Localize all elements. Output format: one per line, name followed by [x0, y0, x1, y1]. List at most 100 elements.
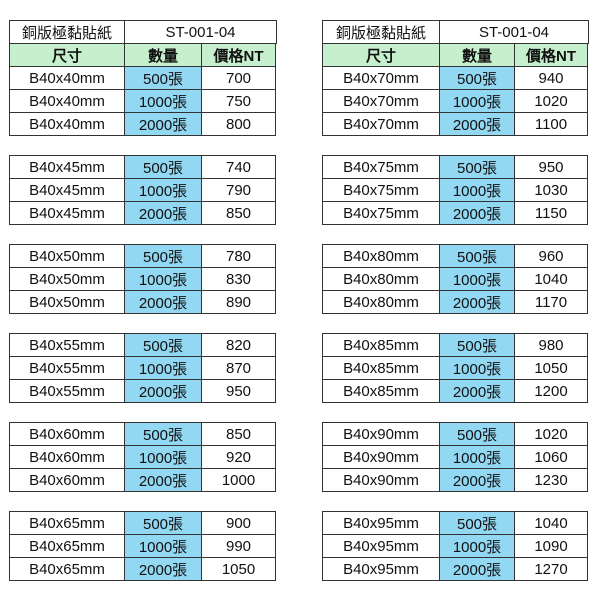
table-row: B40x90mm 2000張 1230	[322, 468, 589, 492]
size-cell: B40x55mm	[9, 356, 125, 380]
price-cell: 950	[201, 379, 276, 403]
table-row: B40x70mm 500張 940	[322, 66, 589, 90]
quantity-cell: 1000張	[439, 89, 515, 113]
table-row: B40x95mm 2000張 1270	[322, 557, 589, 581]
quantity-cell: 1000張	[124, 267, 202, 291]
table-row: B40x75mm 1000張 1030	[322, 178, 589, 202]
group-spacer	[10, 403, 277, 423]
size-cell: B40x95mm	[322, 534, 440, 558]
price-cell: 740	[201, 155, 276, 179]
size-cell: B40x80mm	[322, 244, 440, 268]
price-cell: 1040	[514, 511, 588, 535]
size-cell: B40x60mm	[9, 445, 125, 469]
quantity-cell: 500張	[124, 333, 202, 357]
quantity-cell: 2000張	[439, 290, 515, 314]
size-cell: B40x75mm	[322, 178, 440, 202]
size-cell: B40x70mm	[322, 66, 440, 90]
size-cell: B40x65mm	[9, 557, 125, 581]
price-table-right: 銅版極黏貼紙 ST-001-04 尺寸 數量 價格NT B40x70mm 500張 940 B4…	[322, 20, 589, 581]
size-cell: B40x80mm	[322, 290, 440, 314]
size-cell: B40x65mm	[9, 511, 125, 535]
size-cell: B40x90mm	[322, 468, 440, 492]
size-cell: B40x95mm	[322, 557, 440, 581]
quantity-cell: 2000張	[439, 201, 515, 225]
price-cell: 1230	[514, 468, 588, 492]
table-row: B40x65mm 2000張 1050	[9, 557, 277, 581]
size-cell: B40x50mm	[9, 244, 125, 268]
size-cell: B40x65mm	[9, 534, 125, 558]
table-row: B40x90mm 1000張 1060	[322, 445, 589, 469]
table-title: 銅版極黏貼紙	[9, 20, 125, 44]
quantity-cell: 1000張	[124, 89, 202, 113]
price-cell: 1200	[514, 379, 588, 403]
quantity-cell: 2000張	[439, 557, 515, 581]
table-row: B40x80mm 500張 960	[322, 244, 589, 268]
price-cell: 800	[201, 112, 276, 136]
quantity-cell: 500張	[124, 244, 202, 268]
quantity-cell: 1000張	[439, 267, 515, 291]
size-cell: B40x60mm	[9, 468, 125, 492]
group-spacer	[323, 136, 589, 156]
price-cell: 1100	[514, 112, 588, 136]
size-cell: B40x40mm	[9, 112, 125, 136]
quantity-cell: 2000張	[439, 112, 515, 136]
title-row: 銅版極黏貼紙 ST-001-04	[322, 20, 589, 44]
price-cell: 1170	[514, 290, 588, 314]
price-cell: 980	[514, 333, 588, 357]
size-cell: B40x55mm	[9, 379, 125, 403]
size-cell: B40x45mm	[9, 155, 125, 179]
price-cell: 790	[201, 178, 276, 202]
price-cell: 940	[514, 66, 588, 90]
price-cell: 920	[201, 445, 276, 469]
size-cell: B40x75mm	[322, 155, 440, 179]
price-cell: 1090	[514, 534, 588, 558]
table-row: B40x65mm 500張 900	[9, 511, 277, 535]
price-cell: 1040	[514, 267, 588, 291]
size-cell: B40x75mm	[322, 201, 440, 225]
table-row: B40x70mm 1000張 1020	[322, 89, 589, 113]
quantity-cell: 2000張	[124, 557, 202, 581]
table-row: B40x80mm 1000張 1040	[322, 267, 589, 291]
price-cell: 850	[201, 201, 276, 225]
price-cell: 1020	[514, 422, 588, 446]
price-cell: 780	[201, 244, 276, 268]
header-row: 尺寸 數量 價格NT	[9, 43, 277, 67]
size-cell: B40x85mm	[322, 379, 440, 403]
table-row: B40x55mm 500張 820	[9, 333, 277, 357]
group-spacer	[10, 492, 277, 512]
size-cell: B40x70mm	[322, 112, 440, 136]
size-cell: B40x40mm	[9, 66, 125, 90]
table-row: B40x65mm 1000張 990	[9, 534, 277, 558]
price-cell: 700	[201, 66, 276, 90]
price-cell: 820	[201, 333, 276, 357]
group-spacer	[323, 403, 589, 423]
title-row: 銅版極黏貼紙 ST-001-04	[9, 20, 277, 44]
table-row: B40x40mm 2000張 800	[9, 112, 277, 136]
price-cell: 850	[201, 422, 276, 446]
quantity-cell: 500張	[439, 244, 515, 268]
table-row: B40x75mm 500張 950	[322, 155, 589, 179]
quantity-cell: 1000張	[439, 445, 515, 469]
price-cell: 830	[201, 267, 276, 291]
column-header: 尺寸	[322, 43, 440, 67]
quantity-cell: 1000張	[439, 356, 515, 380]
group-spacer	[10, 136, 277, 156]
product-code: ST-001-04	[439, 20, 589, 44]
table-row: B40x90mm 500張 1020	[322, 422, 589, 446]
column-header: 尺寸	[9, 43, 125, 67]
group-spacer	[10, 314, 277, 334]
table-row: B40x40mm 500張 700	[9, 66, 277, 90]
size-cell: B40x85mm	[322, 333, 440, 357]
column-header: 數量	[439, 43, 515, 67]
quantity-cell: 2000張	[124, 112, 202, 136]
column-header: 價格NT	[514, 43, 588, 67]
quantity-cell: 1000張	[439, 178, 515, 202]
quantity-cell: 1000張	[439, 534, 515, 558]
table-row: B40x50mm 500張 780	[9, 244, 277, 268]
price-cell: 1050	[514, 356, 588, 380]
size-cell: B40x40mm	[9, 89, 125, 113]
size-cell: B40x50mm	[9, 290, 125, 314]
quantity-cell: 2000張	[124, 379, 202, 403]
size-cell: B40x80mm	[322, 267, 440, 291]
price-cell: 990	[201, 534, 276, 558]
